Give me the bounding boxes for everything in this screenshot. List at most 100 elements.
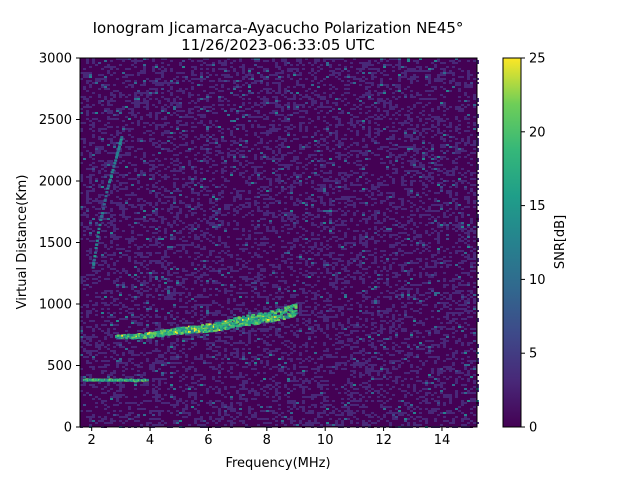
- noise-cell: [206, 402, 209, 404]
- noise-cell: [233, 262, 236, 264]
- noise-cell: [158, 298, 161, 300]
- noise-cell: [128, 178, 131, 180]
- noise-cell: [164, 326, 167, 328]
- noise-cell: [287, 380, 290, 382]
- noise-cell: [221, 84, 224, 86]
- noise-cell: [179, 208, 182, 210]
- noise-cell: [110, 374, 113, 376]
- noise-cell: [89, 248, 92, 250]
- noise-cell: [263, 198, 266, 200]
- noise-cell: [113, 396, 116, 398]
- noise-cell: [140, 424, 143, 426]
- noise-cell: [191, 148, 194, 150]
- noise-cell: [254, 170, 257, 172]
- noise-cell: [164, 236, 167, 238]
- noise-cell: [113, 136, 116, 138]
- noise-cell: [158, 112, 161, 114]
- noise-cell: [287, 422, 290, 424]
- noise-cell: [242, 354, 245, 356]
- noise-cell: [284, 230, 287, 232]
- noise-cell: [242, 304, 245, 306]
- noise-cell: [245, 260, 248, 262]
- noise-cell: [272, 386, 275, 388]
- noise-cell: [98, 192, 101, 194]
- noise-cell: [197, 256, 200, 258]
- noise-cell: [200, 160, 203, 162]
- noise-cell: [137, 218, 140, 220]
- noise-cell: [254, 340, 257, 342]
- noise-cell: [143, 204, 146, 206]
- noise-cell: [179, 290, 182, 292]
- noise-cell: [161, 202, 164, 204]
- noise-cell: [92, 404, 95, 406]
- noise-cell: [164, 278, 167, 280]
- noise-cell: [134, 110, 137, 112]
- noise-cell: [281, 128, 284, 130]
- noise-cell: [107, 332, 110, 334]
- noise-cell: [176, 218, 179, 220]
- noise-cell: [254, 166, 257, 168]
- noise-cell: [188, 112, 191, 114]
- noise-cell: [101, 200, 104, 202]
- noise-cell: [113, 298, 116, 300]
- noise-cell: [263, 100, 266, 102]
- noise-cell: [86, 316, 89, 318]
- noise-cell: [236, 84, 239, 86]
- noise-cell: [164, 216, 167, 218]
- noise-cell: [293, 86, 296, 88]
- noise-cell: [281, 336, 284, 338]
- noise-cell: [116, 236, 119, 238]
- noise-cell: [194, 60, 197, 62]
- noise-cell: [182, 374, 185, 376]
- noise-cell: [155, 172, 158, 174]
- noise-cell: [191, 306, 194, 308]
- noise-cell: [182, 356, 185, 358]
- noise-cell: [281, 260, 284, 262]
- noise-cell: [173, 196, 176, 198]
- noise-cell: [98, 276, 101, 278]
- noise-cell: [251, 116, 254, 118]
- noise-cell: [212, 214, 215, 216]
- noise-cell: [218, 90, 221, 92]
- noise-cell: [137, 156, 140, 158]
- noise-cell: [107, 140, 110, 142]
- noise-cell: [230, 60, 233, 62]
- noise-cell: [176, 188, 179, 190]
- noise-cell: [86, 234, 89, 236]
- noise-cell: [209, 150, 212, 152]
- noise-cell: [182, 294, 185, 296]
- noise-cell: [113, 358, 116, 360]
- noise-cell: [83, 396, 86, 398]
- noise-cell: [215, 218, 218, 220]
- noise-cell: [278, 328, 281, 330]
- noise-cell: [89, 416, 92, 418]
- noise-cell: [188, 162, 191, 164]
- noise-cell: [158, 174, 161, 176]
- noise-cell: [122, 318, 125, 320]
- noise-cell: [140, 72, 143, 74]
- noise-cell: [272, 130, 275, 132]
- noise-cell: [275, 390, 278, 392]
- noise-cell: [92, 118, 95, 120]
- noise-cell: [212, 376, 215, 378]
- noise-cell: [224, 336, 227, 338]
- noise-cell: [131, 140, 134, 142]
- noise-cell: [197, 304, 200, 306]
- noise-cell: [197, 206, 200, 208]
- noise-cell: [266, 334, 269, 336]
- noise-cell: [212, 402, 215, 404]
- noise-cell: [215, 204, 218, 206]
- noise-cell: [245, 140, 248, 142]
- noise-cell: [209, 366, 212, 368]
- noise-cell: [293, 72, 296, 74]
- noise-cell: [107, 278, 110, 280]
- noise-cell: [149, 114, 152, 116]
- noise-cell: [206, 306, 209, 308]
- noise-cell: [239, 140, 242, 142]
- noise-cell: [113, 238, 116, 240]
- noise-cell: [128, 258, 131, 260]
- noise-cell: [278, 160, 281, 162]
- noise-cell: [149, 164, 152, 166]
- noise-cell: [110, 396, 113, 398]
- noise-cell: [206, 68, 209, 70]
